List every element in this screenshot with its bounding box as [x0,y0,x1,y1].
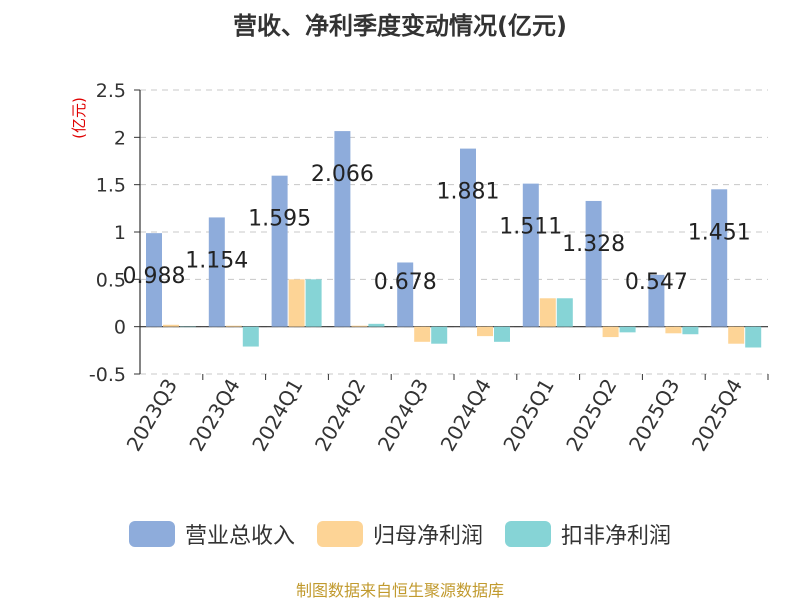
bar-deducted-profit [745,326,762,348]
bar-net-profit [414,326,431,342]
x-tick-label: 2024Q2 [310,375,370,456]
x-tick-label: 2023Q4 [184,375,244,456]
data-label: 1.595 [248,207,311,232]
bar-net-profit [225,325,242,327]
legend-label-deducted-profit: 扣非净利润 [561,524,672,549]
chart-title: 营收、净利季度变动情况(亿元) [233,12,567,40]
x-tick-label: 2025Q4 [687,375,747,456]
data-label: 1.451 [688,220,751,245]
x-tick-label: 2025Q2 [561,375,621,456]
x-tick-label: 2024Q4 [436,375,496,456]
legend-item-net-profit[interactable]: 归母净利润 [316,518,483,550]
bar-deducted-profit [431,326,448,344]
data-label: 0.678 [374,270,437,295]
legend-item-deducted-profit[interactable]: 扣非净利润 [505,518,671,550]
data-label: 0.988 [123,264,186,289]
x-tick-label: 2024Q1 [247,375,307,456]
bar-net-profit [477,326,493,337]
x-tick-label: 2025Q3 [624,375,684,456]
bar-revenue [460,148,476,327]
bar-revenue [585,200,602,327]
x-tick-label: 2025Q1 [498,375,558,456]
y-tick-label: 1.5 [96,175,126,197]
bar-net-profit [288,279,305,327]
data-label: 1.154 [185,248,248,273]
y-axis-label: (亿元) [70,97,88,139]
y-tick-label: -0.5 [89,364,126,386]
bar-net-profit [602,326,619,338]
source-note: 制图数据来自恒生聚源数据库 [295,581,504,600]
bar-net-profit [163,324,179,327]
bar-net-profit [351,325,368,327]
bar-revenue [334,131,351,327]
bar-deducted-profit [180,326,196,328]
y-tick-label: 2 [114,127,126,149]
bar-net-profit [728,326,745,344]
bar-revenue [711,189,728,327]
bar-net-profit [665,326,682,334]
bar-deducted-profit [494,326,510,342]
y-tick-label: 0 [114,317,126,339]
data-label: 1.881 [437,180,500,205]
y-tick-label: 0.5 [96,269,126,291]
legend-swatch-revenue [128,521,175,547]
legend-label-revenue: 营业总收入 [184,524,295,549]
bar-net-profit [539,298,556,327]
data-label: 1.328 [562,232,625,257]
legend: 营业总收入 归母净利润 扣非净利润 [0,518,800,550]
bar-deducted-profit [305,279,322,327]
x-tick-label: 2024Q3 [373,375,433,456]
bar-revenue [146,233,162,327]
data-label: 2.066 [311,162,374,187]
bar-revenue [522,183,539,327]
bar-deducted-profit [619,326,636,333]
bar-deducted-profit [242,326,259,347]
legend-swatch-deducted-profit [505,521,551,547]
bar-revenue [648,274,665,327]
bar-revenue [271,175,288,327]
data-label: 0.547 [625,270,688,295]
bar-deducted-profit [556,298,573,327]
bar-deducted-profit [368,323,385,327]
legend-swatch-net-profit [316,521,363,547]
bar-deducted-profit [682,326,699,335]
y-tick-label: 1 [114,222,126,244]
data-label: 1.511 [499,215,562,240]
legend-label-net-profit: 归母净利润 [372,524,483,549]
y-tick-label: 2.5 [96,80,126,102]
bar-revenue [208,217,225,327]
x-tick-label: 2023Q3 [122,375,182,456]
bar-revenue [397,262,414,327]
legend-item-revenue[interactable]: 营业总收入 [128,518,295,550]
